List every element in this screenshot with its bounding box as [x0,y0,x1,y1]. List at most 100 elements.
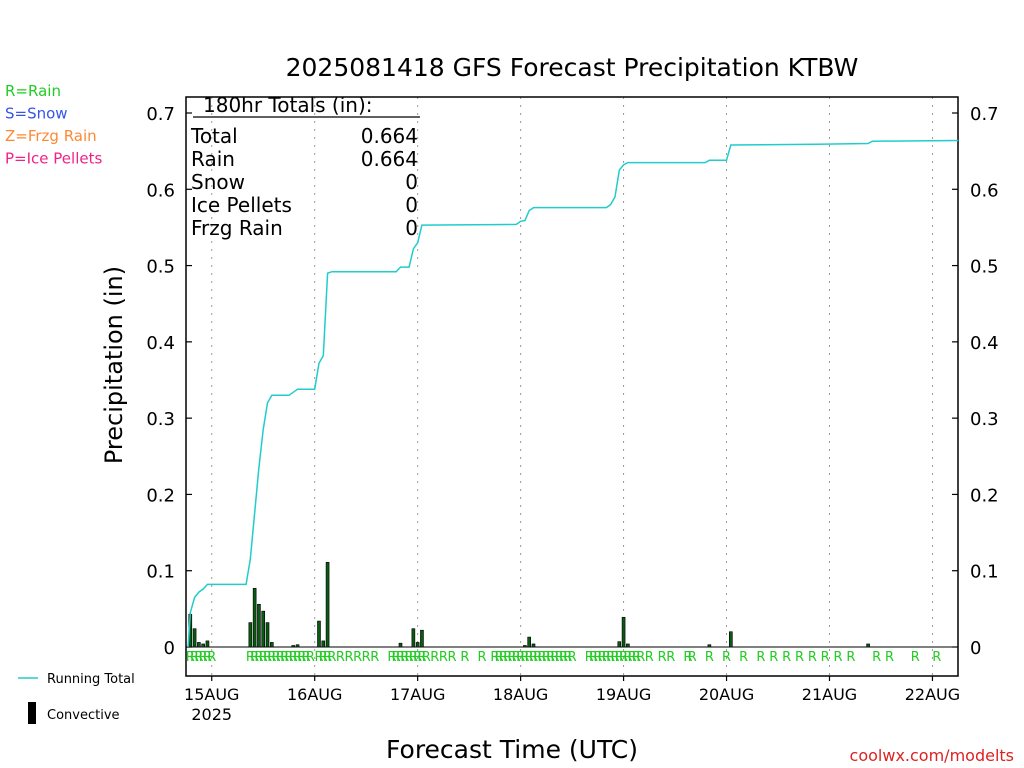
x-tick-label: 19AUG [596,685,651,704]
ptype-letter: R [808,650,817,665]
convective-bar [201,643,205,648]
ptype-letter: R [636,650,645,665]
y-tick-label-right: 0.7 [970,104,999,125]
x-tick-label: 15AUG [184,685,239,704]
ptype-letter: R [559,650,568,665]
running-total-line [187,139,959,648]
ptype-letter: R [460,650,469,665]
ptype-legend-item: P=Ice Pellets [5,150,102,168]
ptype-letter: R [722,650,731,665]
convective-bar [252,587,257,648]
totals-box: 180hr Totals (in): Total 0.664 Rain 0.664 Sn… [190,93,420,240]
ptype-letter: R [619,650,628,665]
ptype-letter: R [658,650,667,665]
ptype-letter: R [503,650,512,665]
y-tick-label: 0.4 [146,333,175,354]
ptype-letter: R [370,650,379,665]
ptype-letter: R [555,650,564,665]
precip-type-legend: R=Rain S=Snow Z=Frzg Rain P=Ice Pellets [5,82,102,168]
ptype-letter: R [405,650,414,665]
ptype-letter: R [782,650,791,665]
ptype-letter: R [520,650,529,665]
y-tick-label-right: 0.5 [970,257,999,278]
ptype-letter: R [400,650,409,665]
y-tick-label: 0.5 [146,257,175,278]
ptype-letter: R [602,650,611,665]
y-tick-label: 0.1 [146,562,175,583]
ptype-letter: R [606,650,615,665]
ptype-letter: R [589,650,598,665]
ptype-letter: R [203,650,212,665]
ptype-letter: R [186,650,195,665]
ptype-letter: R [632,650,641,665]
totals-row-value: 0.664 [361,124,418,148]
y-tick-label-right: 0.3 [970,409,999,430]
ptype-letter: R [615,650,624,665]
ptype-letter: R [525,650,534,665]
series-legend: Running Total Convective [18,672,135,724]
convective-bar [523,645,527,648]
ptype-letter: R [821,650,830,665]
convective-bar [626,643,630,648]
ptype-letter: R [756,650,765,665]
ptype-letter: R [302,650,311,665]
ptype-letter: R [284,650,293,665]
plot-frame [185,96,959,677]
ptype-letter: R [645,650,654,665]
ptype-letter: R [872,650,881,665]
convective-bar [729,631,733,648]
y-tick-label-right: 0 [970,638,981,659]
convective-bar [621,616,626,648]
convective-bar [415,642,420,648]
ptype-letter: R [529,650,538,665]
ptype-letter: R [846,650,855,665]
ptype-letter: R [254,650,263,665]
ptype-letter: R [323,650,332,665]
ptype-letter: R [550,650,559,665]
totals-row-label: Ice Pellets [191,193,292,217]
ptype-letter: R [911,650,920,665]
ptype-letter: R [430,650,439,665]
legend-label: Running Total [47,672,135,687]
convective-bar [325,562,330,648]
ptype-letter: R [293,650,302,665]
ptype-letter: R [276,650,285,665]
convective-bar [707,644,712,648]
ptype-legend-item: R=Rain [5,82,61,100]
totals-row-label: Total [190,124,238,148]
ptype-letter: R [666,650,675,665]
convective-bars [188,562,870,648]
ptype-letter: R [739,650,748,665]
ptype-letter: R [533,650,542,665]
x-tick-label: 18AUG [493,685,548,704]
y-tick-label-right: 0.2 [970,485,999,506]
ptype-letter: R [610,650,619,665]
x-tick-label: 22AUG [905,685,960,704]
x-tick-sublabel: 2025 [191,705,232,724]
y-tick-label-right: 0.1 [970,562,999,583]
ptype-letter: R [280,650,289,665]
ptype-letter: R [190,650,199,665]
ptype-letter: R [392,650,401,665]
ptype-letter: R [362,650,371,665]
ptype-legend-item: Z=Frzg Rain [5,127,97,145]
ptype-letter: R [546,650,555,665]
ptype-letter: R [289,650,298,665]
grid-lines [211,97,933,676]
convective-bar [420,629,424,648]
ptype-letter: R [512,650,521,665]
convective-bar [257,603,261,648]
ptype-letter: R [598,650,607,665]
convective-bar [197,642,201,648]
ptype-letter: R [396,650,405,665]
ptype-letter: R [885,650,894,665]
credit-text: coolwx.com/modelts [850,746,1014,765]
ptype-letter: R [306,650,315,665]
ptype-letter: R [409,650,418,665]
ptype-letter: R [422,650,431,665]
ptype-letter: R [688,650,697,665]
ptype-letter: R [327,650,336,665]
